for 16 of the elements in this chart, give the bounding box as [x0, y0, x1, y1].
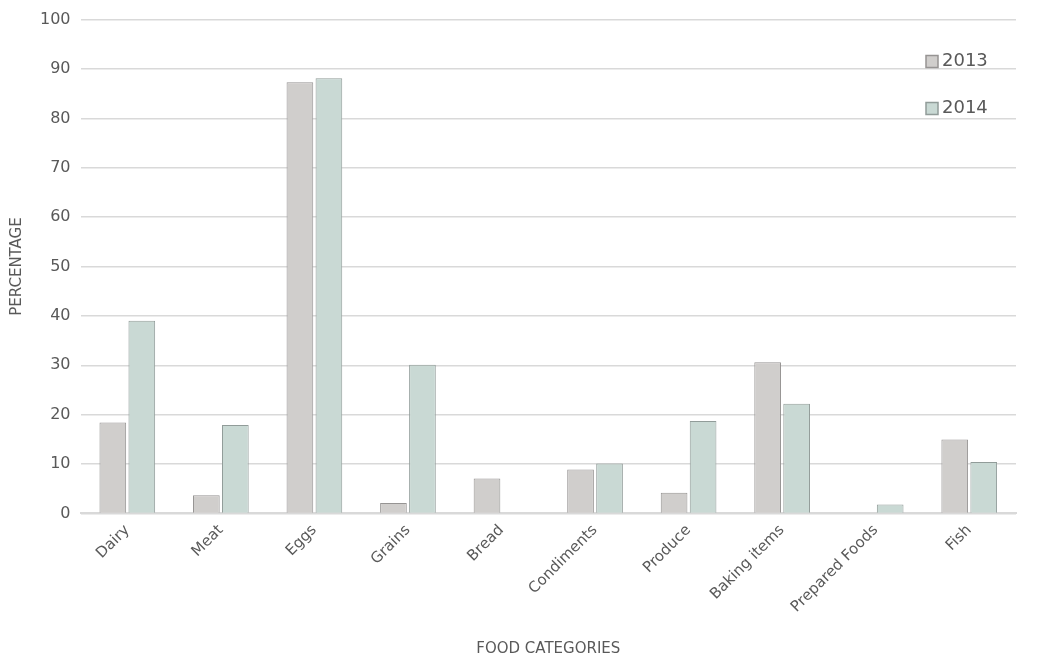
y-tick-label: 20	[50, 403, 71, 423]
y-tick-label: 40	[50, 305, 71, 325]
legend-label: 2013	[942, 49, 988, 71]
x-tick-label: Fish	[941, 520, 975, 554]
y-axis-title: PERCENTAGE	[6, 217, 25, 316]
y-tick-label: 60	[50, 206, 71, 226]
y-tick-label: 10	[50, 453, 71, 473]
y-tick-label: 50	[50, 255, 71, 275]
x-axis-title: FOOD CATEGORIES	[476, 638, 621, 657]
y-tick-label: 90	[50, 58, 71, 78]
y-tick-label: 100	[39, 8, 71, 28]
y-tick-label: 70	[50, 156, 71, 176]
y-tick-label: 30	[50, 354, 71, 374]
legend-label: 2014	[942, 96, 988, 118]
y-tick-label: 80	[50, 107, 71, 127]
y-tick-label: 0	[60, 502, 71, 522]
